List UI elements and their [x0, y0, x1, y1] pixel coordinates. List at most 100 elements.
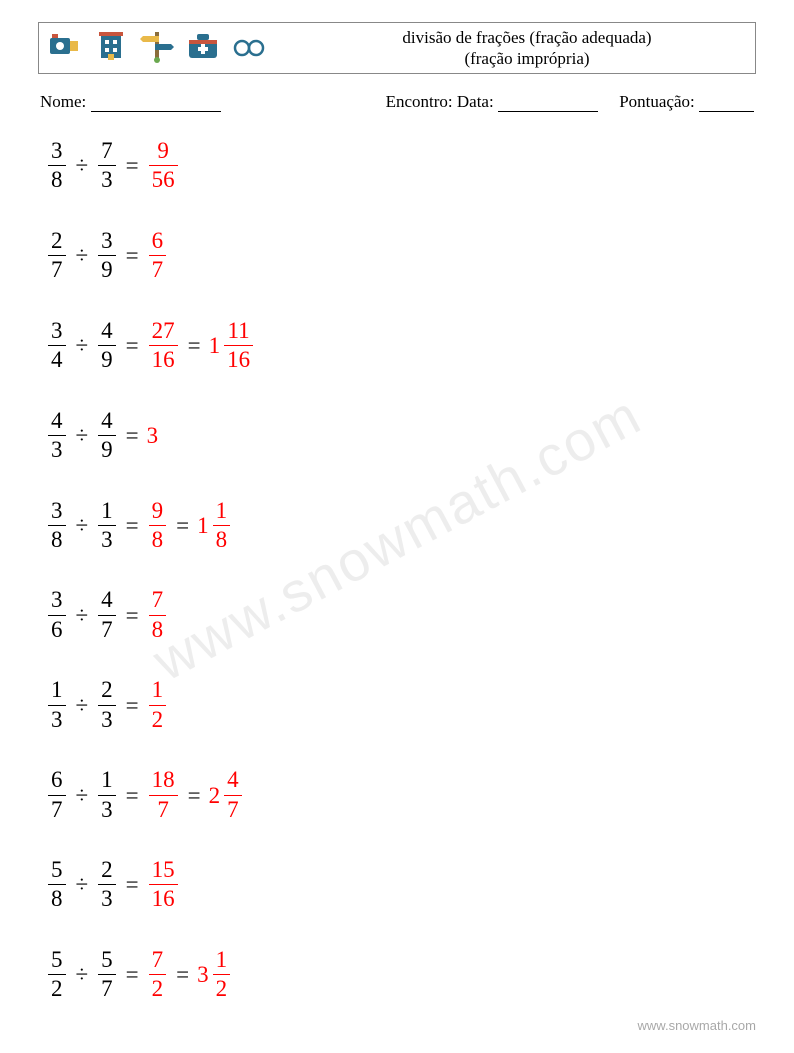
- numerator: 4: [98, 587, 116, 613]
- fraction: 98: [149, 498, 167, 554]
- whole-part: 3: [197, 963, 209, 986]
- problem-row: 27÷39=67: [46, 228, 756, 284]
- numerator: 1: [213, 498, 231, 524]
- fraction: 72: [149, 947, 167, 1003]
- fraction-bar: [98, 165, 116, 166]
- numerator: 3: [98, 228, 116, 254]
- divide-op: ÷: [76, 694, 89, 717]
- fraction: 38: [48, 498, 66, 554]
- fraction: 52: [48, 947, 66, 1003]
- fraction: 39: [98, 228, 116, 284]
- numerator: 6: [149, 228, 167, 254]
- denominator: 2: [149, 707, 167, 733]
- fraction-bar: [224, 345, 253, 346]
- fraction: 27: [48, 228, 66, 284]
- fraction-bar: [98, 615, 116, 616]
- equals-op: =: [126, 784, 139, 807]
- fraction: 67: [149, 228, 167, 284]
- denominator: 4: [48, 347, 66, 373]
- fraction-bar: [149, 884, 178, 885]
- name-line: [91, 94, 221, 112]
- denominator: 9: [98, 437, 116, 463]
- equals-op: =: [176, 963, 189, 986]
- denominator: 9: [98, 347, 116, 373]
- whole-part: 1: [209, 334, 221, 357]
- signpost-icon: [139, 28, 175, 69]
- numerator: 3: [48, 318, 66, 344]
- answer: 78: [147, 587, 169, 643]
- fraction: 47: [224, 767, 242, 823]
- fraction-bar: [48, 705, 66, 706]
- denominator: 8: [48, 886, 66, 912]
- denominator: 7: [48, 257, 66, 283]
- divide-op: ÷: [76, 154, 89, 177]
- numerator: 1: [98, 767, 116, 793]
- fraction-bar: [48, 165, 66, 166]
- problem-row: 34÷49=2716=11116: [46, 318, 756, 374]
- fraction-bar: [48, 974, 66, 975]
- fraction: 49: [98, 318, 116, 374]
- numerator: 4: [98, 318, 116, 344]
- answer-int: 3: [147, 424, 159, 447]
- header-box: divisão de frações (fração adequada) (fr…: [38, 22, 756, 74]
- denominator: 7: [149, 257, 167, 283]
- mixed-number: 247: [209, 767, 244, 823]
- denominator: 3: [98, 167, 116, 193]
- fraction-bar: [98, 525, 116, 526]
- divide-op: ÷: [76, 424, 89, 447]
- fraction: 23: [98, 857, 116, 913]
- problem-row: 43÷49=3: [46, 408, 756, 464]
- divide-op: ÷: [76, 604, 89, 627]
- numerator: 4: [224, 767, 242, 793]
- fraction-bar: [149, 705, 167, 706]
- denominator: 8: [48, 167, 66, 193]
- answer: 67: [147, 228, 169, 284]
- fraction: 34: [48, 318, 66, 374]
- fraction: 2716: [149, 318, 178, 374]
- fraction: 1516: [149, 857, 178, 913]
- fraction-bar: [48, 884, 66, 885]
- fraction-bar: [98, 435, 116, 436]
- fraction-bar: [98, 255, 116, 256]
- denominator: 7: [48, 797, 66, 823]
- denominator: 3: [98, 707, 116, 733]
- fraction: 23: [98, 677, 116, 733]
- fraction-bar: [48, 615, 66, 616]
- fraction: 13: [98, 767, 116, 823]
- fraction: 38: [48, 138, 66, 194]
- fraction-bar: [98, 705, 116, 706]
- fraction-bar: [98, 884, 116, 885]
- answer: 187: [147, 767, 180, 823]
- problem-row: 52÷57=72=312: [46, 947, 756, 1003]
- denominator: 8: [213, 527, 231, 553]
- equals-op: =: [126, 334, 139, 357]
- answer: 72: [147, 947, 169, 1003]
- equals-op: =: [126, 963, 139, 986]
- fraction: 57: [98, 947, 116, 1003]
- fraction-bar: [98, 345, 116, 346]
- denominator: 56: [149, 167, 178, 193]
- numerator: 9: [149, 498, 167, 524]
- equals-op: =: [126, 694, 139, 717]
- fraction: 13: [98, 498, 116, 554]
- fraction-bar: [149, 795, 178, 796]
- numerator: 6: [48, 767, 66, 793]
- equals-op: =: [188, 334, 201, 357]
- fraction-bar: [149, 974, 167, 975]
- whole-part: 1: [197, 514, 209, 537]
- fraction-bar: [213, 974, 231, 975]
- denominator: 3: [98, 886, 116, 912]
- denominator: 7: [98, 976, 116, 1002]
- date-field: Encontro: Data: Pontuação:: [386, 92, 754, 112]
- fraction: 47: [98, 587, 116, 643]
- denominator: 3: [98, 797, 116, 823]
- whole-part: 2: [209, 784, 221, 807]
- fraction: 12: [149, 677, 167, 733]
- denominator: 6: [48, 617, 66, 643]
- denominator: 16: [149, 347, 178, 373]
- numerator: 15: [149, 857, 178, 883]
- fraction-bar: [98, 974, 116, 975]
- firstaid-icon: [185, 28, 221, 69]
- fraction-bar: [149, 615, 167, 616]
- name-label: Nome:: [40, 92, 86, 111]
